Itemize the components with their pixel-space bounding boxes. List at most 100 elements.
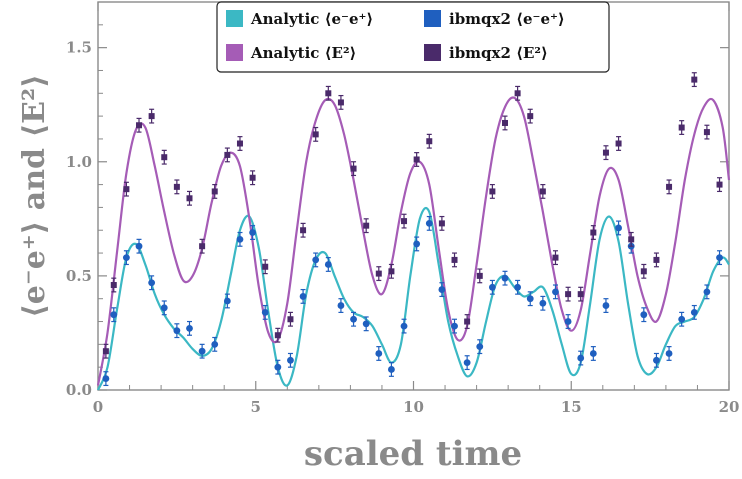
legend-swatch-analytic-e2: [226, 44, 243, 61]
data-point: [362, 316, 370, 332]
data-point: [501, 270, 509, 286]
data-point: [628, 231, 635, 247]
data-point: [665, 346, 673, 361]
legend-box: [216, 1, 610, 73]
data-point: [160, 300, 168, 316]
data-point: [312, 126, 319, 142]
data-point: [690, 304, 698, 320]
data-point: [438, 282, 446, 298]
data-point: [464, 314, 471, 329]
data-point: [602, 145, 609, 161]
data-point: [425, 215, 433, 231]
data-point: [337, 94, 344, 110]
data-point: [102, 371, 110, 387]
data-point: [236, 231, 244, 247]
data-point: [552, 250, 559, 266]
data-point: [577, 350, 585, 366]
data-point: [476, 268, 483, 284]
data-point: [451, 318, 458, 334]
data-point: [514, 85, 521, 101]
data-point: [666, 179, 673, 195]
data-point: [438, 215, 445, 231]
data-point: [274, 359, 282, 375]
data-point: [299, 288, 307, 304]
data-point: [110, 307, 118, 323]
data-point: [413, 152, 420, 167]
data-point: [388, 362, 395, 377]
data-point: [337, 298, 345, 313]
data-point: [148, 275, 156, 291]
data-point: [136, 117, 143, 133]
data-point: [224, 147, 231, 163]
legend-swatch-analytic-ee: [226, 10, 243, 27]
data-point: [148, 108, 155, 124]
data-point: [539, 295, 547, 311]
data-point: [678, 311, 686, 327]
data-point: [526, 291, 534, 307]
y-tick-label: 0.0: [66, 381, 92, 399]
y-tick-label: 1.0: [66, 153, 92, 171]
legend-label-analytic-e2: Analytic ⟨E²⟩: [250, 44, 356, 62]
data-point: [287, 352, 294, 368]
data-point: [211, 336, 219, 352]
data-point: [375, 266, 382, 282]
data-point: [236, 136, 243, 151]
series-points: [102, 72, 723, 387]
legend-label-analytic-ee: Analytic ⟨e⁻e⁺⟩: [250, 10, 373, 28]
data-point: [211, 183, 218, 199]
data-point: [261, 304, 269, 320]
data-point: [703, 284, 711, 300]
data-point: [300, 222, 307, 238]
data-point: [122, 250, 130, 266]
data-point: [476, 339, 484, 355]
data-point: [249, 170, 256, 186]
data-point: [527, 108, 534, 124]
axis-ticks: 0 5 10 15 20 0.0 0.5 1.0 1.5: [66, 2, 740, 416]
data-point: [640, 307, 648, 323]
y-tick-label: 0.5: [66, 267, 92, 285]
data-point: [691, 72, 698, 88]
data-point: [640, 263, 647, 279]
data-point: [501, 115, 508, 131]
data-point: [514, 279, 522, 295]
data-point: [589, 346, 597, 361]
data-point: [615, 220, 622, 236]
x-tick-label: 15: [561, 398, 582, 416]
data-point: [716, 250, 723, 266]
data-point: [363, 218, 370, 234]
data-point: [161, 149, 168, 165]
data-point: [350, 311, 357, 327]
x-tick-label: 10: [403, 398, 424, 416]
data-point: [274, 327, 281, 343]
data-point: [451, 252, 458, 268]
data-point: [262, 259, 269, 275]
data-point: [223, 293, 231, 309]
data-point: [186, 320, 193, 336]
data-point: [590, 225, 597, 240]
data-point: [463, 355, 471, 371]
data-point: [173, 179, 180, 195]
legend-label-ibmqx2-ee: ibmqx2 ⟨e⁻e⁺⟩: [449, 10, 565, 28]
data-point: [388, 263, 395, 279]
legend: Analytic ⟨e⁻e⁺⟩ ibmqx2 ⟨e⁻e⁺⟩ Analytic ⟨…: [216, 1, 610, 73]
data-point: [186, 190, 193, 206]
legend-label-ibmqx2-e2: ibmqx2 ⟨E²⟩: [449, 44, 548, 62]
data-point: [488, 279, 496, 295]
data-point: [703, 124, 710, 140]
data-point: [173, 323, 181, 339]
legend-swatch-ibmqx2-ee: [424, 10, 441, 27]
x-tick-label: 0: [93, 398, 103, 416]
data-point: [653, 252, 660, 268]
data-point: [400, 318, 408, 334]
data-point: [198, 343, 206, 359]
data-point: [653, 352, 660, 368]
data-point: [678, 120, 685, 135]
data-point: [564, 314, 572, 329]
x-tick-label: 20: [719, 398, 740, 416]
x-tick-label: 5: [251, 398, 261, 416]
x-axis-title: scaled time: [304, 434, 522, 474]
data-point: [199, 238, 206, 254]
data-point: [489, 183, 496, 199]
data-point: [539, 183, 546, 199]
